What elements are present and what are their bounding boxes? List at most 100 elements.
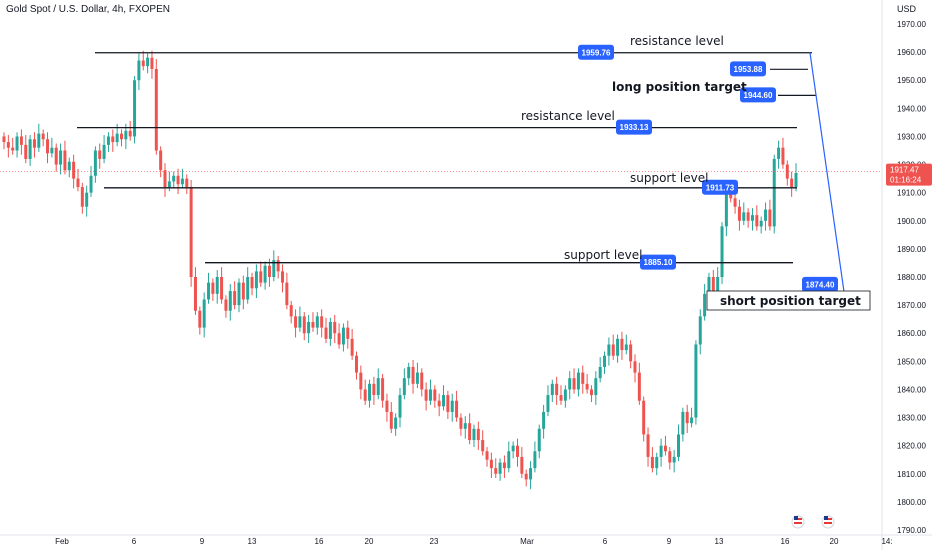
candle-body bbox=[163, 170, 167, 188]
candle-body bbox=[354, 355, 358, 373]
candle-body bbox=[298, 316, 302, 328]
candle-body bbox=[407, 366, 411, 379]
last-price-value: 1917.47 bbox=[890, 166, 919, 175]
candle-body bbox=[315, 316, 319, 328]
candle-body bbox=[428, 389, 432, 401]
candle-body bbox=[750, 215, 754, 221]
annotations-layer: 1959.76 1953.88 1944.60 1933.13 1911.73 1885.… bbox=[521, 34, 871, 311]
countdown-value: 01:16:24 bbox=[890, 176, 922, 185]
levels-layer bbox=[77, 52, 816, 264]
candle-body bbox=[150, 57, 154, 69]
candle-body bbox=[785, 164, 789, 179]
candle-body bbox=[529, 468, 533, 480]
time-axis[interactable]: Feb 6 9 13 16 20 23 Mar 6 9 13 16 20 14: bbox=[55, 537, 892, 546]
price-badge-label: 1885.10 bbox=[644, 258, 673, 267]
candle-body bbox=[777, 147, 781, 159]
price-tick-label: 1850.00 bbox=[897, 357, 926, 366]
candle-body bbox=[346, 327, 350, 339]
candle-body bbox=[598, 366, 602, 379]
time-tick-label: 20 bbox=[830, 537, 839, 546]
price-tick-label: 1790.00 bbox=[897, 526, 926, 535]
candle-body bbox=[198, 310, 202, 328]
time-tick-label: 6 bbox=[603, 537, 608, 546]
candle-body bbox=[455, 400, 459, 418]
candle-body bbox=[568, 378, 572, 390]
price-tick-label: 1880.00 bbox=[897, 273, 926, 282]
candle-body bbox=[220, 277, 224, 300]
candle-body bbox=[350, 338, 354, 356]
candle-body bbox=[537, 428, 541, 452]
candle-body bbox=[41, 133, 45, 140]
candle-body bbox=[472, 428, 476, 441]
candle-body bbox=[19, 136, 23, 145]
candle-body bbox=[202, 299, 206, 328]
candle-body bbox=[185, 178, 189, 188]
candle-body bbox=[589, 389, 593, 396]
candle-body bbox=[341, 327, 345, 345]
candle-body bbox=[459, 417, 463, 429]
candle-body bbox=[233, 291, 237, 306]
candle-body bbox=[759, 220, 763, 227]
candle-body bbox=[663, 445, 667, 452]
time-tick-label: 23 bbox=[430, 537, 439, 546]
candle-body bbox=[333, 321, 337, 334]
candle-body bbox=[737, 206, 741, 221]
price-tick-label: 1860.00 bbox=[897, 329, 926, 338]
candle-body bbox=[76, 178, 80, 188]
candle-body bbox=[32, 139, 36, 148]
candle-body bbox=[259, 271, 263, 283]
candle-body bbox=[159, 150, 163, 171]
short-target-box bbox=[706, 290, 871, 311]
candle-body bbox=[37, 133, 41, 148]
candle-body bbox=[650, 456, 654, 469]
time-tick-label: Mar bbox=[520, 537, 534, 546]
time-tick-label: 13 bbox=[248, 537, 257, 546]
candle-body bbox=[703, 293, 707, 317]
flag-stripe bbox=[824, 522, 832, 524]
candle-body bbox=[15, 136, 19, 151]
candle-body bbox=[394, 417, 398, 429]
candle-body bbox=[424, 389, 428, 401]
candle-body bbox=[463, 423, 467, 429]
candle-body bbox=[542, 411, 546, 429]
last-price-badge bbox=[886, 163, 932, 186]
candle-body bbox=[694, 344, 698, 418]
candle-body bbox=[102, 144, 106, 159]
flag-canton bbox=[824, 516, 828, 520]
candle-body bbox=[54, 147, 58, 165]
candle-body bbox=[250, 277, 254, 289]
candle-body bbox=[115, 133, 119, 143]
candle-body bbox=[685, 411, 689, 424]
candle-body bbox=[154, 68, 158, 151]
candle-body bbox=[533, 451, 537, 469]
candle-body bbox=[137, 60, 141, 81]
candle-body bbox=[772, 158, 776, 227]
candle-body bbox=[368, 383, 372, 401]
candle-body bbox=[294, 316, 298, 328]
annotation-resistance-top: resistance level bbox=[630, 34, 724, 48]
candle-body bbox=[716, 277, 720, 300]
candle-body bbox=[63, 150, 67, 171]
annotation-support-mid: support level bbox=[630, 171, 708, 185]
candle-body bbox=[498, 462, 502, 474]
candle-body bbox=[489, 459, 493, 469]
candle-body bbox=[276, 260, 280, 272]
candle-body bbox=[246, 277, 250, 300]
candle-body bbox=[594, 378, 598, 396]
annotation-long-target: long position target bbox=[612, 80, 747, 94]
candle-body bbox=[50, 147, 54, 154]
candle-body bbox=[446, 395, 450, 412]
candle-body bbox=[398, 395, 402, 418]
candle-body bbox=[485, 451, 489, 460]
price-tick-label: 1910.00 bbox=[897, 189, 926, 198]
candle-body bbox=[433, 389, 437, 401]
candle-body bbox=[790, 178, 794, 188]
candle-body bbox=[764, 209, 768, 221]
candle-body bbox=[254, 271, 258, 289]
time-tick-label: Feb bbox=[55, 537, 69, 546]
candle-body bbox=[111, 136, 115, 143]
price-badge-label: 1933.13 bbox=[620, 123, 649, 132]
candle-body bbox=[11, 147, 15, 151]
